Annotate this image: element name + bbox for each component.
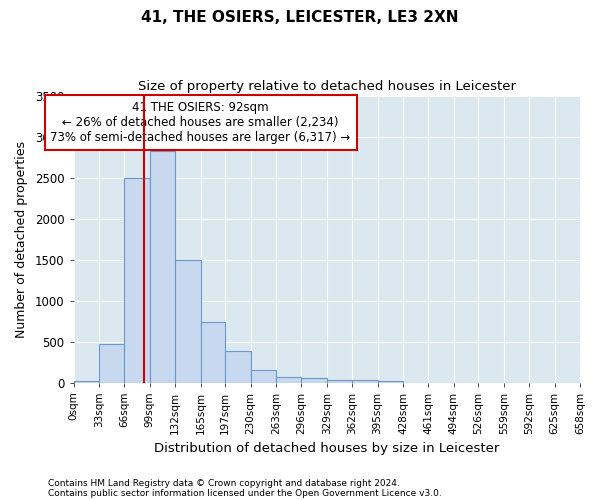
Text: 41 THE OSIERS: 92sqm
← 26% of detached houses are smaller (2,234)
73% of semi-de: 41 THE OSIERS: 92sqm ← 26% of detached h… xyxy=(50,102,351,144)
Bar xyxy=(225,350,251,382)
Bar xyxy=(276,377,301,382)
Bar xyxy=(327,380,352,382)
Text: Contains public sector information licensed under the Open Government Licence v3: Contains public sector information licen… xyxy=(48,488,442,498)
X-axis label: Distribution of detached houses by size in Leicester: Distribution of detached houses by size … xyxy=(154,442,499,455)
Bar xyxy=(150,152,175,382)
Bar xyxy=(352,380,377,382)
Y-axis label: Number of detached properties: Number of detached properties xyxy=(15,140,28,338)
Bar xyxy=(175,260,200,382)
Bar xyxy=(200,322,225,382)
Bar xyxy=(301,378,327,382)
Text: Contains HM Land Registry data © Crown copyright and database right 2024.: Contains HM Land Registry data © Crown c… xyxy=(48,478,400,488)
Text: 41, THE OSIERS, LEICESTER, LE3 2XN: 41, THE OSIERS, LEICESTER, LE3 2XN xyxy=(141,10,459,25)
Bar xyxy=(377,381,403,382)
Bar xyxy=(99,344,124,383)
Bar xyxy=(124,178,150,382)
Bar xyxy=(251,370,276,382)
Title: Size of property relative to detached houses in Leicester: Size of property relative to detached ho… xyxy=(138,80,516,93)
